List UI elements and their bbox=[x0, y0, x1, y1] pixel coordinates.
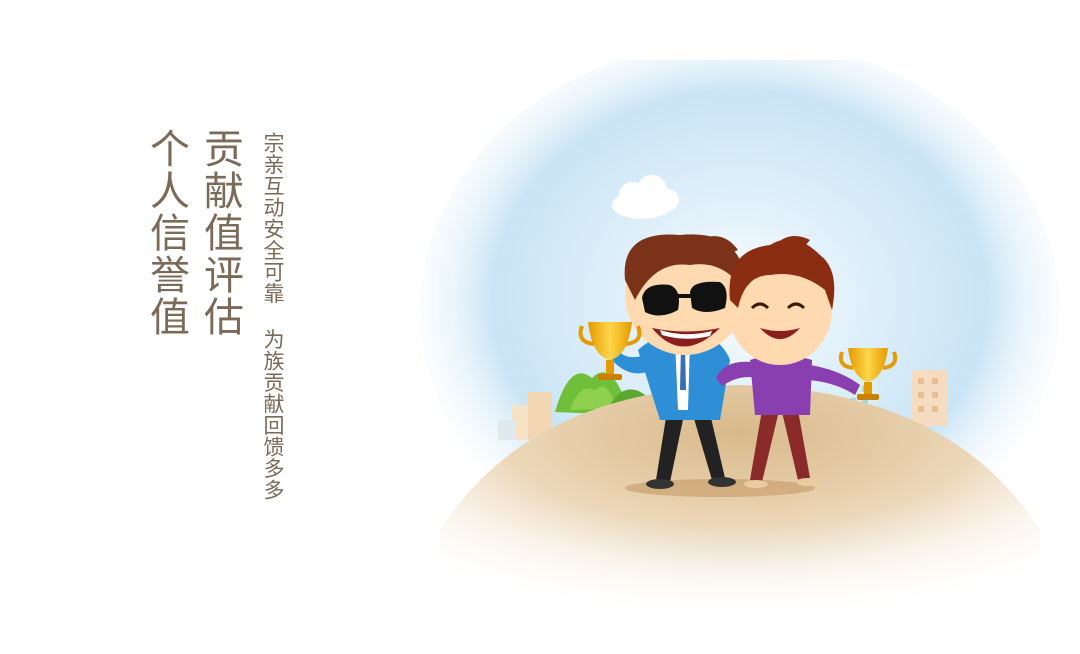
illustration bbox=[420, 60, 1060, 620]
trophy-icon bbox=[838, 348, 898, 400]
trophy-icon bbox=[578, 322, 642, 380]
title-line-2: 个人信誉值 bbox=[143, 128, 189, 338]
ground bbox=[440, 385, 1040, 620]
slogan: 宗亲互动安全可靠 为族贡献回馈多多 bbox=[261, 132, 285, 501]
cloud-icon bbox=[612, 175, 679, 219]
title-line-1: 贡献值评估 bbox=[197, 128, 243, 338]
smiling-man-icon bbox=[716, 236, 898, 488]
man-with-sunglasses-icon bbox=[578, 234, 745, 489]
